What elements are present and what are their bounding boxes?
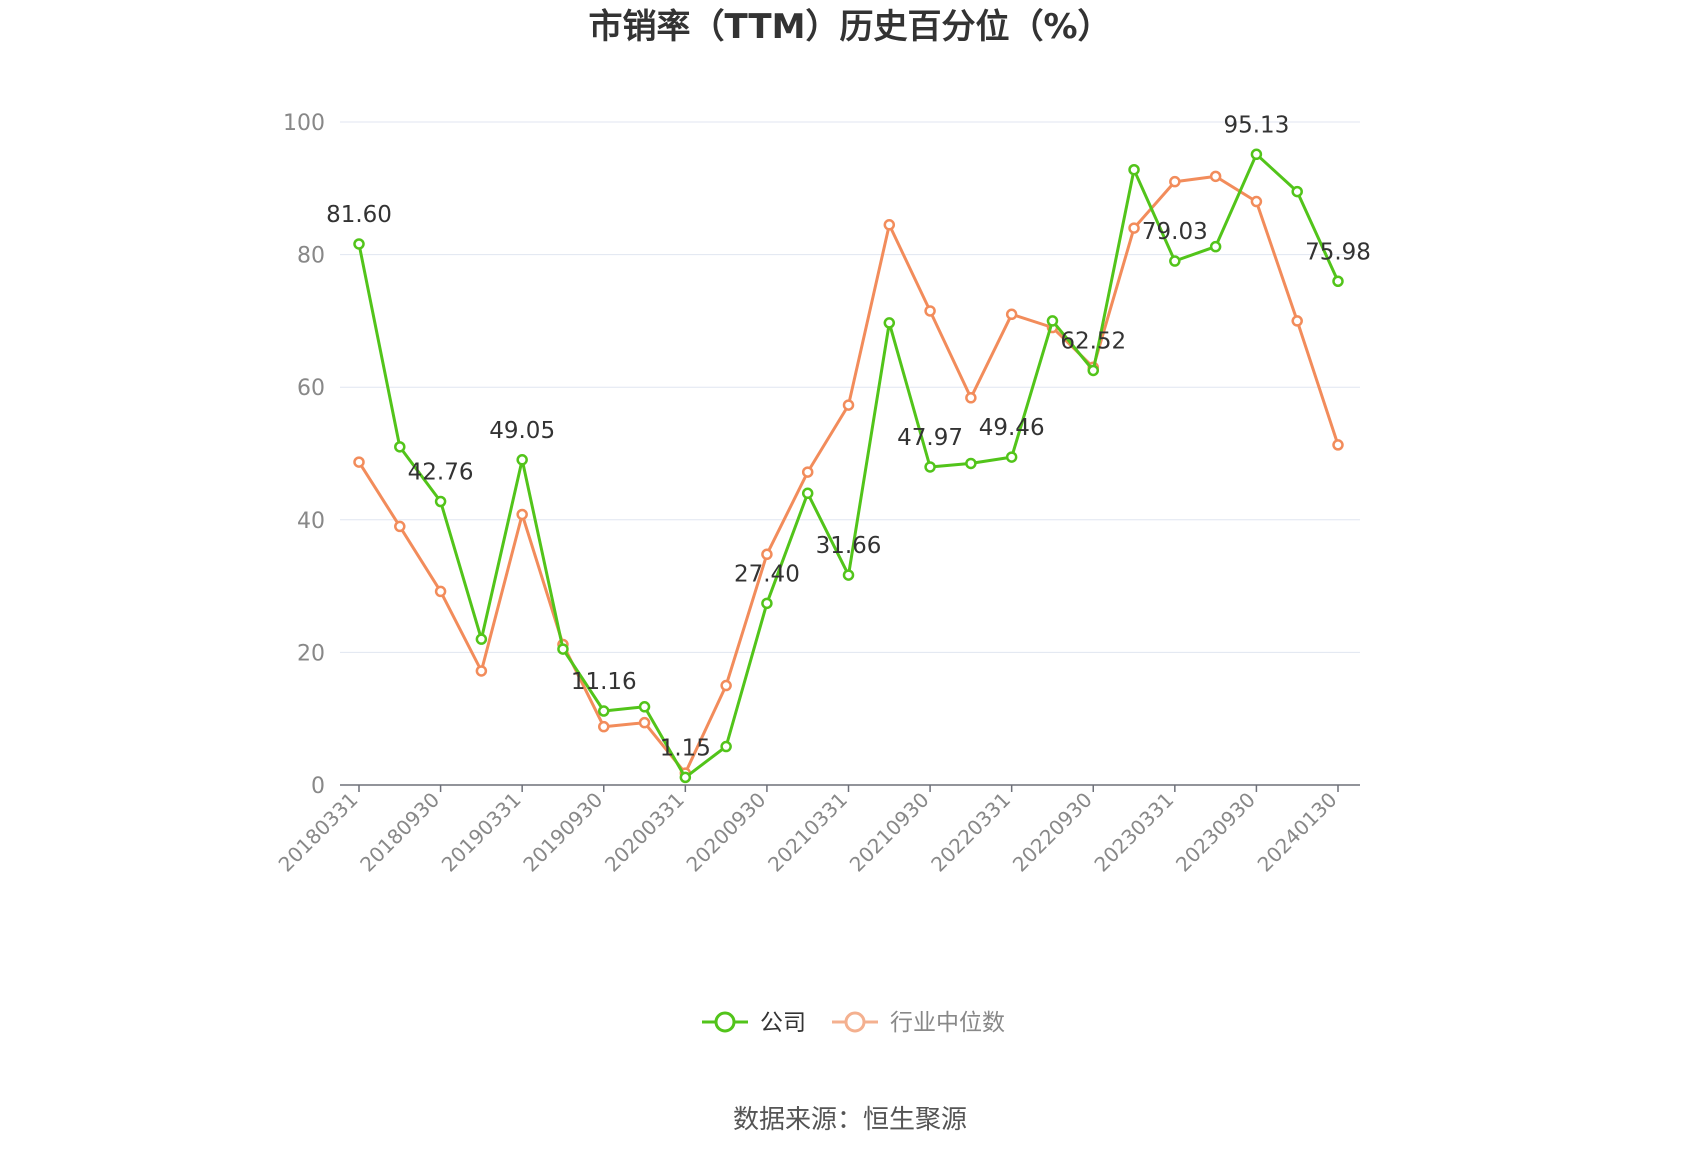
data-point-company: [1250, 148, 1263, 161]
data-label: 1.15: [660, 735, 711, 761]
data-point-company: [394, 441, 406, 453]
data-point-industry: [924, 305, 936, 317]
data-label: 62.52: [1060, 328, 1126, 354]
data-point-company: [801, 487, 814, 500]
data-point-industry: [1128, 222, 1140, 234]
data-point-industry: [965, 392, 977, 404]
data-point-industry: [1250, 195, 1263, 208]
data-point-industry: [1209, 170, 1222, 183]
data-point-industry: [1291, 315, 1303, 327]
data-point-industry: [353, 456, 365, 468]
data-point-company: [965, 457, 977, 470]
data-point-company: [720, 740, 732, 753]
y-tick-label: 60: [297, 376, 325, 401]
x-tick-label: 20230930: [1171, 788, 1260, 877]
data-point-company: [557, 643, 569, 655]
data-point-company: [761, 597, 773, 610]
x-tick-label: 20210331: [763, 788, 852, 877]
x-tick-label: 20180331: [274, 788, 363, 877]
data-point-company: [1332, 275, 1344, 288]
data-point-company: [475, 633, 488, 645]
data-point-company: [679, 771, 692, 784]
series-line-industry: [357, 174, 1340, 775]
data-point-company: [1169, 255, 1181, 267]
data-point-company: [353, 238, 365, 250]
data-point-industry: [434, 585, 447, 598]
data-point-company: [598, 705, 610, 717]
legend[interactable]: 公司 行业中位数: [702, 1010, 1005, 1036]
data-label: 27.40: [734, 561, 800, 587]
x-tick-label: 20200331: [600, 788, 689, 877]
data-point-company: [1087, 364, 1099, 377]
data-label: 79.03: [1142, 219, 1208, 245]
data-point-industry: [801, 466, 814, 478]
data-labels: 81.60 42.76 49.05 11.16 1.15 27.40 31.66 47.97 4…: [326, 112, 1371, 761]
source-note: 数据来源：恒生聚源: [733, 1105, 967, 1135]
legend-item-company[interactable]: 公司: [702, 1010, 806, 1036]
data-label: 47.97: [897, 425, 963, 451]
x-tick-label: 20210930: [845, 788, 934, 877]
data-point-company: [842, 569, 855, 581]
x-tick-label: 20180930: [355, 788, 444, 877]
data-point-industry: [1169, 175, 1181, 188]
data-point-industry: [394, 520, 406, 533]
data-point-industry: [720, 679, 732, 692]
data-label: 75.98: [1305, 239, 1371, 265]
data-point-company: [434, 495, 447, 508]
data-point-company: [638, 701, 651, 713]
x-tick-label: 20200930: [682, 788, 771, 877]
data-point-company: [1291, 185, 1303, 198]
series-line-company: [357, 152, 1340, 779]
data-point-industry: [842, 399, 855, 411]
data-label: 31.66: [816, 533, 882, 559]
data-point-company: [1128, 163, 1140, 176]
y-tick-label: 100: [283, 111, 325, 136]
data-point-industry: [1332, 439, 1344, 451]
y-tick-label: 80: [297, 244, 325, 269]
data-point-company: [516, 454, 528, 466]
chart-title: 市销率（TTM）历史百分位（%）: [588, 7, 1111, 47]
legend-company-marker-icon: [714, 1011, 736, 1033]
data-point-company: [1209, 240, 1222, 253]
data-point-industry: [1005, 308, 1018, 321]
y-tick-label: 20: [297, 641, 325, 666]
legend-industry-label: 行业中位数: [890, 1010, 1005, 1036]
data-label: 49.46: [979, 415, 1045, 441]
data-label: 81.60: [326, 202, 392, 228]
y-tick-label: 40: [297, 509, 325, 534]
data-label: 11.16: [571, 669, 637, 695]
x-tick-label: 20230331: [1089, 788, 1178, 877]
data-label: 95.13: [1223, 112, 1289, 138]
data-point-industry: [883, 219, 896, 231]
x-tick-label: 20220331: [926, 788, 1015, 877]
data-point-company: [1046, 315, 1059, 327]
series-layer: [353, 148, 1344, 784]
data-point-industry: [638, 716, 651, 729]
data-label: 42.76: [408, 460, 474, 486]
data-point-company: [924, 461, 936, 473]
data-point-industry: [598, 720, 610, 733]
data-point-company: [1005, 451, 1018, 463]
data-label: 49.05: [489, 418, 555, 444]
x-tick-label: 20240130: [1253, 788, 1342, 877]
data-point-industry: [761, 548, 773, 561]
legend-industry-marker-icon: [844, 1011, 866, 1033]
data-point-industry: [516, 508, 528, 521]
x-tick-label: 20190930: [518, 788, 607, 877]
x-tick-label: 20220930: [1008, 788, 1097, 877]
data-point-industry: [475, 665, 488, 677]
legend-company-label: 公司: [760, 1010, 806, 1036]
legend-item-industry[interactable]: 行业中位数: [832, 1010, 1005, 1036]
y-tick-label: 0: [311, 774, 325, 799]
data-point-company: [883, 317, 896, 329]
x-tick-label: 20190331: [437, 788, 526, 877]
